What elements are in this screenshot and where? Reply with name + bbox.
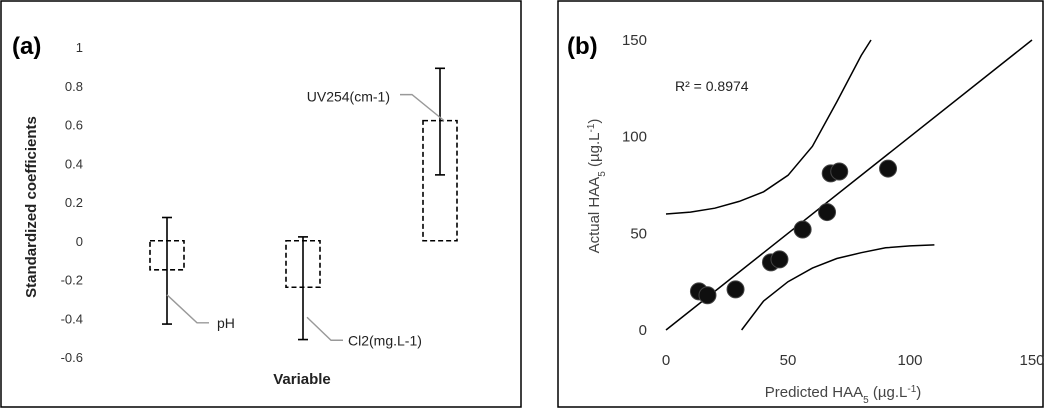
y-axis-title-b: Actual HAA5 (µg.L-1): [586, 119, 608, 254]
y-axis-title-b-unit: (µg.L: [586, 132, 603, 171]
panel-label-a: (a): [12, 33, 41, 60]
fit-line: [665, 39, 1033, 331]
x-tick-label-b: 50: [780, 352, 797, 369]
y-axis-title-b-sup: -1: [586, 123, 597, 132]
bar-annotations-a: pH Cl2(mg.L-1) UV254(cm-1): [166, 89, 445, 348]
y-tick-label-b: 150: [622, 32, 647, 49]
y-tick-label-a: 0: [76, 234, 83, 249]
y-tick-label-a: 0.8: [65, 79, 83, 94]
x-axis-title-b-main: Predicted HAA: [765, 384, 863, 401]
data-point: [879, 159, 898, 178]
category-label: pH: [217, 315, 235, 331]
y-tick-label-a: 1: [76, 40, 83, 55]
annotation-leader: [400, 93, 445, 122]
data-point: [726, 280, 745, 299]
data-point: [698, 286, 717, 305]
x-tick-label-b: 150: [1019, 352, 1044, 369]
r2-annotation: R² = 0.8974: [675, 78, 749, 94]
y-tick-label-a: -0.2: [61, 273, 83, 288]
category-label: UV254(cm-1): [307, 89, 390, 105]
y-tick-label-a: 0.6: [65, 118, 83, 133]
data-point: [770, 250, 789, 269]
lower-confidence-band: [741, 244, 935, 331]
x-axis-title-b-unit: (µg.L: [869, 384, 908, 401]
data-point: [830, 162, 849, 181]
y-tick-label-b: 50: [630, 225, 647, 242]
x-axis-title-a: Variable: [273, 371, 331, 388]
x-axis-title-b-sub: 5: [863, 395, 869, 406]
ticks-b: 0 50 100 150 150 100 50 0: [622, 32, 1044, 369]
y-tick-label-a: -0.6: [61, 350, 83, 365]
points-b: [689, 159, 898, 305]
annotation-leader: [306, 316, 343, 341]
x-tick-label-b: 100: [897, 352, 922, 369]
y-tick-label-a: 0.2: [65, 195, 83, 210]
y-ticks-a: 1 0.8 0.6 0.4 0.2 0 -0.2 -0.4 -0.6: [61, 40, 83, 365]
curves-b: [665, 39, 1033, 331]
y-tick-label-b: 0: [639, 322, 647, 339]
x-axis-title-b-sup: -1: [907, 384, 916, 395]
y-tick-label-a: 0.4: [65, 156, 83, 171]
y-axis-title-b-close: ): [586, 119, 603, 124]
panel-label-b: (b): [567, 33, 598, 60]
category-label: Cl2(mg.L-1): [348, 332, 422, 348]
annotation-leader: [166, 294, 209, 324]
chart-b-frame: [557, 0, 1044, 408]
chart-b: (b) R² = 0.8974 Actual HAA5 (µg.L-1) Pre…: [557, 0, 1044, 408]
y-tick-label-b: 100: [622, 129, 647, 146]
data-point: [818, 203, 837, 222]
y-axis-title-a: Standardized coefficients: [23, 116, 40, 298]
y-axis-title-b-sub: 5: [597, 171, 608, 177]
x-axis-title-b: Predicted HAA5 (µg.L-1): [765, 384, 922, 406]
chart-a-frame: [0, 0, 522, 408]
x-tick-label-b: 0: [662, 352, 670, 369]
y-tick-label-a: -0.4: [61, 311, 83, 326]
upper-confidence-band: [665, 39, 872, 215]
x-axis-title-b-close: ): [916, 384, 921, 401]
error-bars-a: [162, 67, 445, 341]
data-point: [793, 220, 812, 239]
y-axis-title-b-main: Actual HAA: [586, 177, 603, 254]
chart-a: (a) Standardized coefficients Variable 1…: [0, 0, 522, 408]
